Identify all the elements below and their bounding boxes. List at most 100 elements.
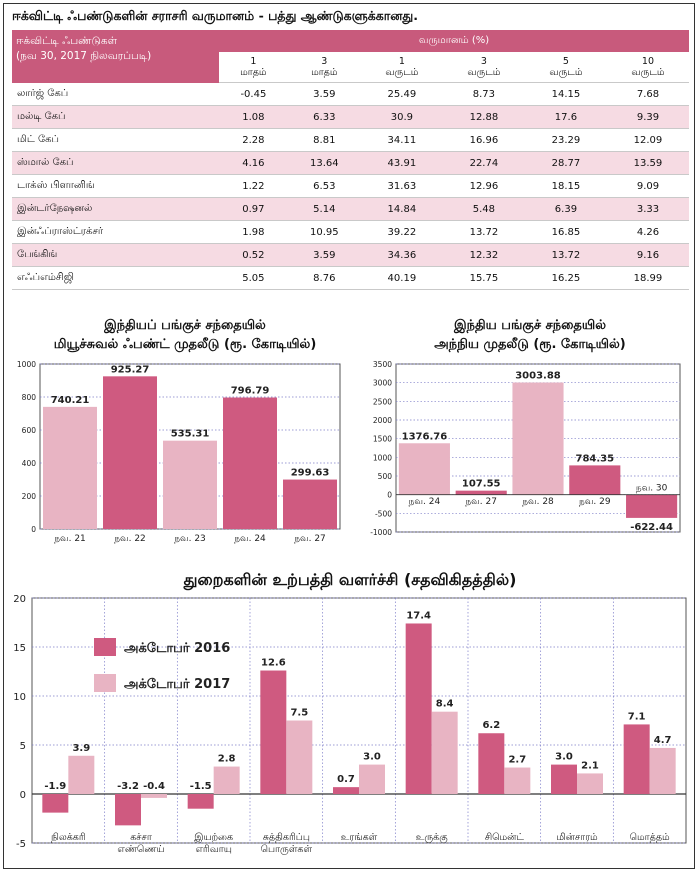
sector-chart-title: துறைகளின் உற்பத்தி வளர்ச்சி (சதவிகிதத்தி… — [183, 570, 517, 589]
bar — [115, 794, 141, 826]
y-tick-label: 3500 — [373, 360, 392, 369]
y-tick-label: 2000 — [373, 416, 392, 425]
bar — [504, 767, 531, 794]
bar — [213, 766, 240, 794]
y-tick-label: 10 — [13, 692, 26, 703]
return-cell: 10.95 — [287, 220, 361, 244]
period-number: 5 — [562, 56, 569, 67]
data-label: 2.8 — [218, 754, 236, 765]
category-label: நவ. 27 — [465, 497, 497, 507]
return-cell: 4.16 — [219, 151, 288, 175]
return-cell: 25.49 — [360, 82, 443, 106]
return-cell: 15.75 — [442, 266, 525, 290]
y-tick-label: 1000 — [17, 360, 36, 369]
data-label: 8.4 — [436, 699, 454, 710]
bar — [431, 711, 458, 794]
data-label: 535.31 — [171, 429, 210, 440]
category-label: உருக்கு — [416, 832, 448, 844]
period-number: 3 — [321, 56, 328, 67]
data-label: 12.6 — [261, 658, 286, 669]
y-tick-label: 5 — [20, 741, 26, 752]
bar — [260, 670, 287, 794]
bar — [405, 623, 432, 794]
bar — [569, 465, 621, 495]
return-cell: 13.72 — [524, 243, 607, 267]
return-cell: 9.16 — [606, 243, 689, 267]
return-cell: 12.09 — [606, 128, 689, 152]
category-label: சுத்திகரிப்பு — [263, 832, 310, 843]
mf-chart-title-line2: மியூச்சுவல் ஃபண்ட் முதலீடு (ரூ. கோடியில்… — [53, 337, 317, 352]
data-label: 4.7 — [654, 735, 672, 746]
return-cell: 12.96 — [442, 174, 525, 198]
bar — [333, 787, 359, 794]
y-tick-label: 200 — [22, 492, 37, 501]
mf-chart-title-line1: இந்தியப் பங்குச் சந்தையில் — [104, 318, 266, 333]
period-unit: வருடம் — [631, 67, 665, 78]
return-cell: 18.15 — [524, 174, 607, 198]
return-cell: 6.39 — [524, 197, 607, 221]
return-cell: 39.22 — [360, 220, 443, 244]
period-unit: வருடம் — [385, 67, 419, 78]
bar — [163, 440, 217, 529]
return-cell: 5.48 — [442, 197, 525, 221]
table-row: மல்டி கேப் 1.08 6.33 30.9 12.88 17.6 9.39 — [12, 105, 689, 129]
return-cell: 1.98 — [219, 220, 288, 244]
y-tick-label: 20 — [13, 594, 26, 605]
return-cell: 3.59 — [287, 243, 361, 267]
data-label: 0.7 — [337, 774, 355, 785]
bar — [649, 747, 676, 794]
table-row: இன்ஃப்ராஸ்ட்ரக்சர் 1.98 10.95 39.22 13.72 16.… — [12, 220, 689, 244]
bar — [478, 733, 505, 794]
bar — [42, 794, 69, 813]
bar — [398, 443, 450, 495]
category-label: நவ. 24 — [234, 534, 266, 544]
return-cell: 22.74 — [442, 151, 525, 175]
category-label: நவ. 27 — [294, 534, 326, 544]
return-cell: 6.53 — [287, 174, 361, 198]
return-cell: 1.08 — [219, 105, 288, 129]
bar — [286, 720, 313, 794]
bar — [68, 755, 95, 794]
bar — [359, 764, 385, 794]
period-number: 1 — [250, 56, 257, 67]
data-label: 1376.76 — [402, 431, 448, 442]
data-label: 7.5 — [290, 708, 308, 719]
fund-category-name: டாக்ஸ் பிளானிங் — [12, 174, 219, 198]
return-cell: 4.26 — [606, 220, 689, 244]
returns-group-header: வருமானம் (%) — [219, 30, 689, 52]
fii-investment-chart: -1000 -500 0 500 1000 1500 2000 2500 3000 3500 137… — [370, 360, 681, 537]
mf-chart-title: இந்தியப் பங்குச் சந்தையில் மியூச்சுவல் ஃ… — [20, 316, 350, 354]
return-cell: 2.28 — [219, 128, 288, 152]
return-cell: 16.96 — [442, 128, 525, 152]
return-cell: 1.22 — [219, 174, 288, 198]
data-label: -1.5 — [190, 781, 212, 792]
data-label: 3.0 — [363, 752, 381, 763]
data-label: 7.1 — [628, 711, 646, 722]
category-label: கச்சா — [130, 832, 153, 843]
return-cell: 23.29 — [524, 128, 607, 152]
category-label: நவ. 29 — [579, 497, 611, 507]
category-label: எரிவாயு — [195, 844, 231, 855]
data-label: 17.4 — [406, 610, 431, 621]
return-cell: -0.45 — [219, 82, 288, 106]
y-tick-label: 3000 — [373, 379, 392, 388]
bar — [551, 764, 577, 794]
return-cell: 17.6 — [524, 105, 607, 129]
sector-growth-chart: -5 0 5 10 15 20 -1.9 3.9 நிலக்கரி -3.2 -0.4 கச்சாஎண… — [13, 594, 687, 855]
fund-category-name: லார்ஜ் கேப் — [12, 82, 219, 106]
bar — [283, 479, 337, 529]
period-number: 1 — [398, 56, 405, 67]
data-label: -0.4 — [143, 781, 165, 792]
category-label: பொருள்கள் — [261, 844, 313, 855]
data-label: 299.63 — [291, 468, 330, 479]
return-cell: 0.52 — [219, 243, 288, 267]
fund-category-header-line1: ஈக்விட்டி ஃபண்டுகள் — [16, 35, 118, 47]
mf-investment-chart: 0 200 400 600 800 1000 740.21 நவ. 21 925.27 நவ. 2… — [17, 360, 341, 544]
bar — [577, 773, 603, 794]
return-cell: 8.73 — [442, 82, 525, 106]
category-label: நவ. 30 — [636, 484, 668, 494]
period-header-4: 5 வருடம் — [524, 52, 607, 83]
fund-category-name: மிட் கேப் — [12, 128, 219, 152]
return-cell: 16.25 — [524, 266, 607, 290]
fund-category-name: பேங்கிங் — [12, 243, 219, 267]
